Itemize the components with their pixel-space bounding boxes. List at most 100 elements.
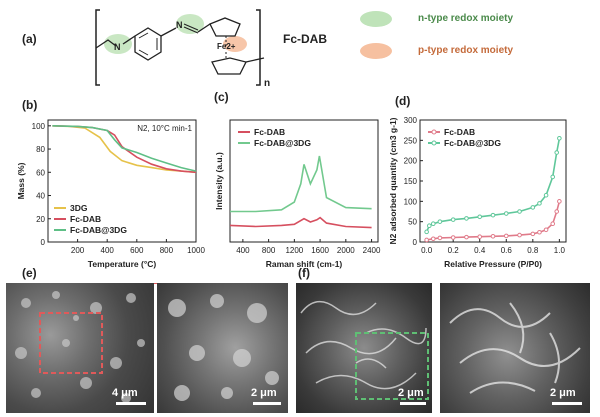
y-tick-label: 0 <box>413 238 418 247</box>
y-tick-label: 250 <box>404 136 418 145</box>
x-tick-label: 1600 <box>311 246 329 255</box>
x-axis-label: Raman shift (cm-1) <box>266 259 343 269</box>
panel-f-label: (f) <box>298 266 310 280</box>
series-line-2 <box>52 125 197 172</box>
x-tick-label: 0.2 <box>448 246 460 255</box>
x-tick-label: 2400 <box>363 246 381 255</box>
data-point <box>437 235 443 241</box>
series-line-1 <box>230 155 372 213</box>
x-tick-label: 400 <box>236 246 250 255</box>
x-tick-label: 200 <box>71 246 85 255</box>
legend-label: Fc-DAB@3DG <box>444 138 501 148</box>
p-type-swatch <box>360 43 392 59</box>
svg-text:N: N <box>114 42 121 52</box>
panel-d-label: (d) <box>395 94 411 108</box>
x-tick-label: 600 <box>130 246 144 255</box>
x-tick-label: 400 <box>101 246 115 255</box>
sem-image-f-high: 2 μm <box>440 283 590 413</box>
legend-marker <box>431 140 437 146</box>
legend-label: 3DG <box>70 203 88 213</box>
data-point <box>543 192 549 198</box>
data-point <box>477 214 483 220</box>
n-type-label: n-type redox moiety <box>418 13 514 24</box>
data-point <box>557 136 562 141</box>
scale-f-left: 2 μm <box>398 387 424 399</box>
zoom-box-e <box>39 312 103 374</box>
scale-f-right: 2 μm <box>550 387 576 399</box>
data-point <box>517 232 522 238</box>
scale-e-left: 4 μm <box>112 387 138 399</box>
scalebar-e-right <box>253 402 281 405</box>
data-point <box>537 201 542 206</box>
data-point <box>430 221 436 226</box>
y-axis-label: N2 adsorbed quantity (cm3 g-1) <box>388 117 398 244</box>
data-point <box>530 231 536 237</box>
data-point <box>517 209 522 214</box>
data-point <box>477 234 483 240</box>
fe-label: Fe2+ <box>217 42 236 51</box>
y-tick-label: 100 <box>32 122 46 131</box>
data-point <box>464 234 469 240</box>
data-point <box>554 150 560 155</box>
x-tick-label: 1.0 <box>554 246 566 255</box>
zoom-box-f <box>355 332 429 400</box>
x-tick-label: 0.6 <box>501 246 513 255</box>
plot-frame <box>229 119 379 243</box>
y-tick-label: 20 <box>36 215 45 224</box>
data-point <box>424 229 429 235</box>
sem-image-e-low: 4 μm <box>6 283 154 413</box>
data-point <box>530 205 536 210</box>
data-point <box>464 216 469 221</box>
data-point <box>430 236 436 242</box>
chart-annotation: N2, 10°C min-1 <box>137 124 192 133</box>
y-tick-label: 150 <box>404 177 418 186</box>
panel-c-label: (c) <box>214 90 229 104</box>
data-point <box>543 227 549 233</box>
data-point <box>550 221 556 226</box>
x-tick-label: 0.4 <box>474 246 486 255</box>
fc-dab-structure: N N Fe2+ n <box>95 9 270 89</box>
panel-e-label: (e) <box>22 266 37 280</box>
y-tick-label: 40 <box>36 192 45 201</box>
p-type-label: p-type redox moiety <box>418 45 514 56</box>
x-tick-label: 0.0 <box>421 246 433 255</box>
bet-chart: 0.0 0.2 0.4 0.6 0.8 1.0 0 50 100 150 200 250 300 Rela… <box>388 116 567 269</box>
x-tick-label: 1000 <box>187 246 205 255</box>
data-point <box>437 219 443 224</box>
repeat-n: n <box>264 78 270 89</box>
y-tick-label: 80 <box>36 145 45 154</box>
n-type-swatch <box>360 11 392 27</box>
panel-a-label: (a) <box>22 32 37 46</box>
legend-label: Fc-DAB <box>444 127 475 137</box>
y-axis-label: Intensity (a.u.) <box>214 152 224 210</box>
sem-image-e-high: 2 μm <box>157 283 288 413</box>
legend-label: Fc-DAB <box>70 214 101 224</box>
data-point <box>490 234 496 239</box>
charts-svg: 200 400 600 800 1000020406080100Temperature … <box>16 116 567 269</box>
data-point <box>490 212 496 218</box>
x-axis-label: Relative Pressure (P/P0) <box>444 259 542 269</box>
data-point <box>537 229 542 235</box>
x-tick-label: 1200 <box>285 246 303 255</box>
svg-text:N: N <box>176 20 183 30</box>
legend-label: Fc-DAB@3DG <box>70 225 127 235</box>
sem-image-f-low: 2 μm <box>296 283 432 413</box>
data-point <box>450 217 456 222</box>
data-point <box>426 223 432 229</box>
x-tick-label: 0.8 <box>527 246 539 255</box>
plot-frame <box>47 119 197 243</box>
x-tick-label: 800 <box>262 246 276 255</box>
raman-chart: 400 800 1200 1600 2000 2400 Raman shift (cm-1)… <box>214 119 381 269</box>
tga-chart: 200 400 600 800 1000 0 20 40 60 80 100 Temperature … <box>16 119 205 269</box>
data-point <box>557 199 562 204</box>
series-line-1 <box>425 138 561 233</box>
data-point <box>503 233 509 239</box>
scale-e-right: 2 μm <box>251 387 277 399</box>
data-point <box>554 209 560 214</box>
x-axis-label: Temperature (°C) <box>88 259 157 269</box>
data-point <box>503 211 509 216</box>
data-point <box>550 174 556 180</box>
panel-b-label: (b) <box>22 98 38 112</box>
y-tick-label: 300 <box>404 116 418 125</box>
x-tick-label: 2000 <box>337 246 355 255</box>
